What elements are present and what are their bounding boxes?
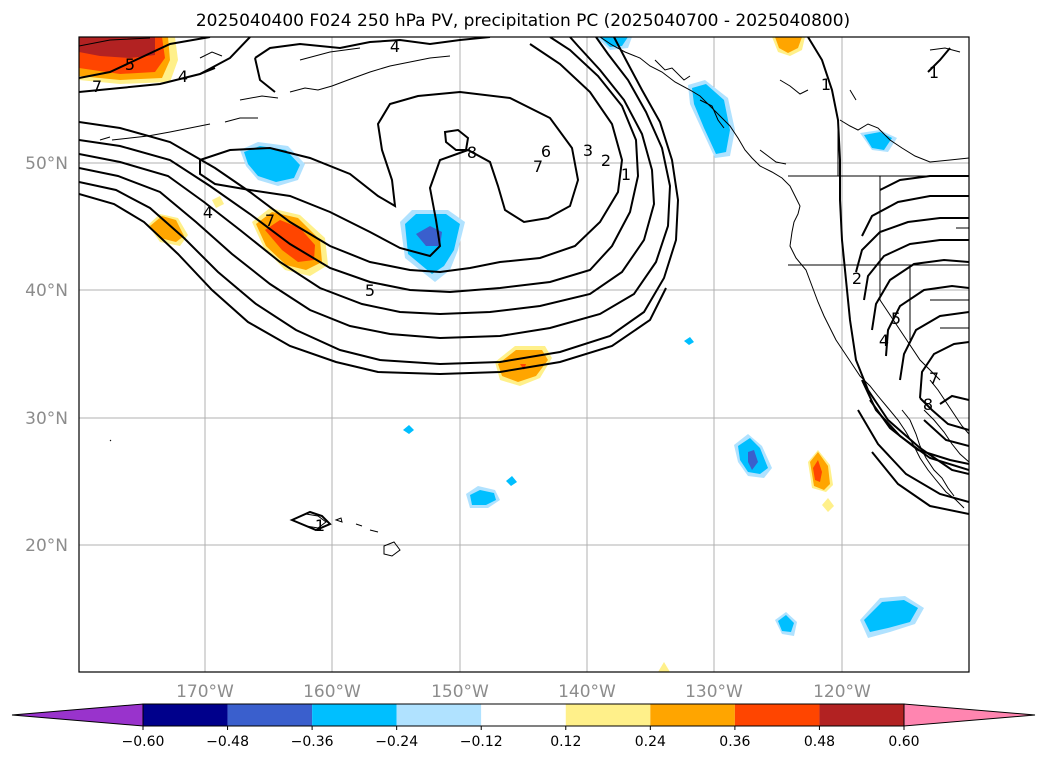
colorbar-tick-label: 0.24 [635,734,666,750]
coastlines [79,37,969,557]
precip-negative [240,37,924,638]
contour-label: 7 [533,157,543,176]
colorbar-segment [312,704,397,726]
colorbar-tick-label: −0.48 [206,734,249,750]
precip-positive [79,37,834,672]
colorbar-segment [650,704,735,726]
contour-labels: 5 4 7 4 7 4 5 8 6 7 3 2 1 1 1 2 4 5 7 8 … [92,37,939,535]
contour-label: 8 [467,143,477,162]
colorbar-segment [227,704,313,726]
map-frame [78,36,970,673]
figure-title: 2025040400 F024 250 hPa PV, precipitatio… [196,11,850,31]
contour-label: 7 [265,211,275,230]
lat-label-30n: 30°N [25,409,68,429]
colorbar-tick-label: −0.12 [460,734,503,750]
colorbar-extend-low [11,703,144,727]
contour-label: 5 [365,281,375,300]
contour-label: 4 [390,37,400,56]
colorbar-tick-label: −0.36 [291,734,334,750]
colorbar-extend-high [903,703,1036,727]
colorbar-tick-label: 0.48 [804,734,835,750]
colorbar-tick-label: −0.24 [375,734,418,750]
pv-contours [79,37,969,532]
contour-label: 4 [879,331,889,350]
contour-label: 1 [929,63,939,82]
lon-label-140w: 140°W [558,682,616,702]
colorbar-tick-label: 0.36 [719,734,750,750]
lat-label-50n: 50°N [25,154,68,174]
contour-label: 6 [541,142,551,161]
lon-label-150w: 150°W [431,682,489,702]
contour-label: 2 [852,269,862,288]
contour-label: 5 [125,55,135,74]
contour-label: 4 [203,203,213,222]
colorbar-segment [734,704,820,726]
contour-label: 7 [92,77,102,96]
contour-label: 5 [891,309,901,328]
colorbar-segment [396,704,482,726]
lon-label-170w: 170°W [176,682,234,702]
colorbar-tick-label: 0.60 [888,734,919,750]
lat-label-20n: 20°N [25,536,68,556]
colorbar-labels: −0.60 −0.48 −0.36 −0.24 −0.12 0.12 0.24 0.36 0.4… [122,726,920,750]
lon-labels: 170°W 160°W 150°W 140°W 130°W 120°W [176,682,871,702]
colorbar-segment [143,704,228,726]
colorbar-tick-label: 0.12 [550,734,581,750]
lat-label-40n: 40°N [25,281,68,301]
colorbar-segment [481,704,566,726]
contour-label: 8 [923,395,933,414]
contour-label: 7 [929,369,939,388]
colorbar-segment [565,704,651,726]
lon-label-160w: 160°W [303,682,361,702]
contour-label: 1 [821,75,831,94]
colorbar-frame [142,703,905,727]
lon-label-120w: 120°W [813,682,871,702]
colorbar [11,703,1036,727]
colorbar-segment [819,704,904,726]
map-panel: 5 4 7 4 7 4 5 8 6 7 3 2 1 1 1 2 4 5 7 8 … [79,37,969,672]
contour-label: 1 [621,165,631,184]
colorbar-tick-label: −0.60 [122,734,165,750]
contour-label: 2 [601,151,611,170]
contour-label: 1 [315,516,325,535]
lat-labels: 50°N 40°N 30°N 20°N [25,154,68,556]
contour-label: 4 [178,67,188,86]
graticule [79,37,969,672]
lon-label-130w: 130°W [685,682,743,702]
contour-label: 3 [583,141,593,160]
